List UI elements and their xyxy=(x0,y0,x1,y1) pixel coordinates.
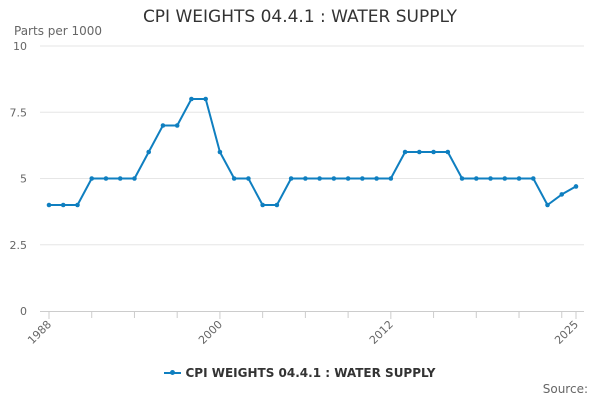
y-tick-label: 5 xyxy=(20,173,27,186)
series-layer xyxy=(46,96,579,208)
data-point xyxy=(360,176,365,181)
data-point xyxy=(103,176,109,181)
data-point xyxy=(417,149,422,155)
data-point xyxy=(260,202,265,208)
data-point xyxy=(459,176,465,181)
data-point xyxy=(317,176,322,181)
data-point xyxy=(530,176,536,181)
series-line xyxy=(49,98,577,206)
data-point xyxy=(545,202,550,208)
data-point xyxy=(488,176,493,181)
data-point xyxy=(203,96,208,102)
data-point xyxy=(502,176,508,181)
data-point xyxy=(303,176,308,181)
data-point xyxy=(331,176,337,181)
data-point xyxy=(388,176,394,181)
data-point xyxy=(246,176,251,181)
data-point xyxy=(445,149,451,155)
x-tick-label: 2000 xyxy=(196,318,225,347)
data-point xyxy=(473,176,479,181)
data-point xyxy=(46,202,52,208)
data-point xyxy=(217,149,223,155)
chart-title: CPI WEIGHTS 04.4.1 : WATER SUPPLY xyxy=(142,7,458,27)
data-point xyxy=(402,149,408,155)
data-point xyxy=(117,176,123,181)
data-point xyxy=(189,96,194,102)
data-point xyxy=(374,176,379,181)
y-tick-label: 10 xyxy=(13,40,27,53)
source-label: Source: xyxy=(542,382,588,396)
data-point xyxy=(75,202,80,208)
y-tick-label: 0 xyxy=(20,305,27,318)
data-point xyxy=(146,149,152,155)
data-point xyxy=(60,202,66,208)
data-point xyxy=(516,176,522,181)
y-tick-label: 7.5 xyxy=(10,106,28,119)
x-tick-label: 2025 xyxy=(552,318,581,347)
data-point xyxy=(231,176,237,181)
legend-line-marker-icon xyxy=(164,367,182,379)
y-axis-label: Parts per 1000 xyxy=(14,24,103,38)
legend[interactable]: CPI WEIGHTS 04.4.1 : WATER SUPPLY xyxy=(0,366,600,380)
data-point xyxy=(288,176,294,181)
data-point xyxy=(573,184,579,189)
legend-label: CPI WEIGHTS 04.4.1 : WATER SUPPLY xyxy=(185,366,436,380)
y-tick-label: 2.5 xyxy=(10,239,28,252)
data-point xyxy=(132,176,137,181)
x-tick-label: 1988 xyxy=(25,318,54,347)
gridlines xyxy=(40,45,584,246)
data-point xyxy=(431,149,436,155)
data-point xyxy=(274,202,280,208)
data-point xyxy=(174,123,180,128)
data-point xyxy=(89,176,95,181)
data-point xyxy=(345,176,351,181)
data-point xyxy=(160,123,166,128)
data-point xyxy=(559,192,565,197)
axes: 0 2.5 5 7.5 10 1988 2000 2012 2025 xyxy=(10,40,584,347)
x-tick-label: 2012 xyxy=(367,318,396,347)
